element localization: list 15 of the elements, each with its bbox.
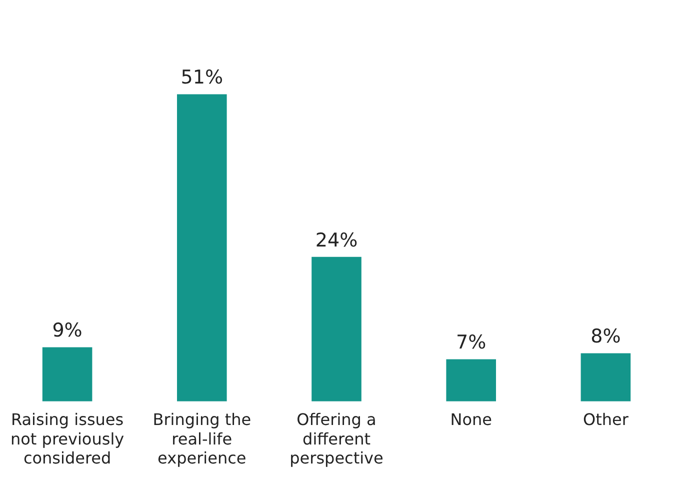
x-tick-label: Bringing the real-life experience [152,410,252,468]
bar [177,94,227,402]
x-tick-label: Raising issues not previously considered [10,410,124,468]
bar [312,256,362,402]
x-tick-label: None [450,410,492,430]
bar [42,347,92,402]
data-label: 9% [52,320,82,342]
bar [446,359,496,402]
data-label: 7% [456,332,486,354]
data-label: 8% [590,326,621,348]
data-label: 51% [180,66,224,89]
x-tick-label: Other [582,410,629,430]
x-tick-label: Offering a different perspective [290,410,384,468]
bar [580,353,631,402]
data-label: 24% [315,229,358,252]
